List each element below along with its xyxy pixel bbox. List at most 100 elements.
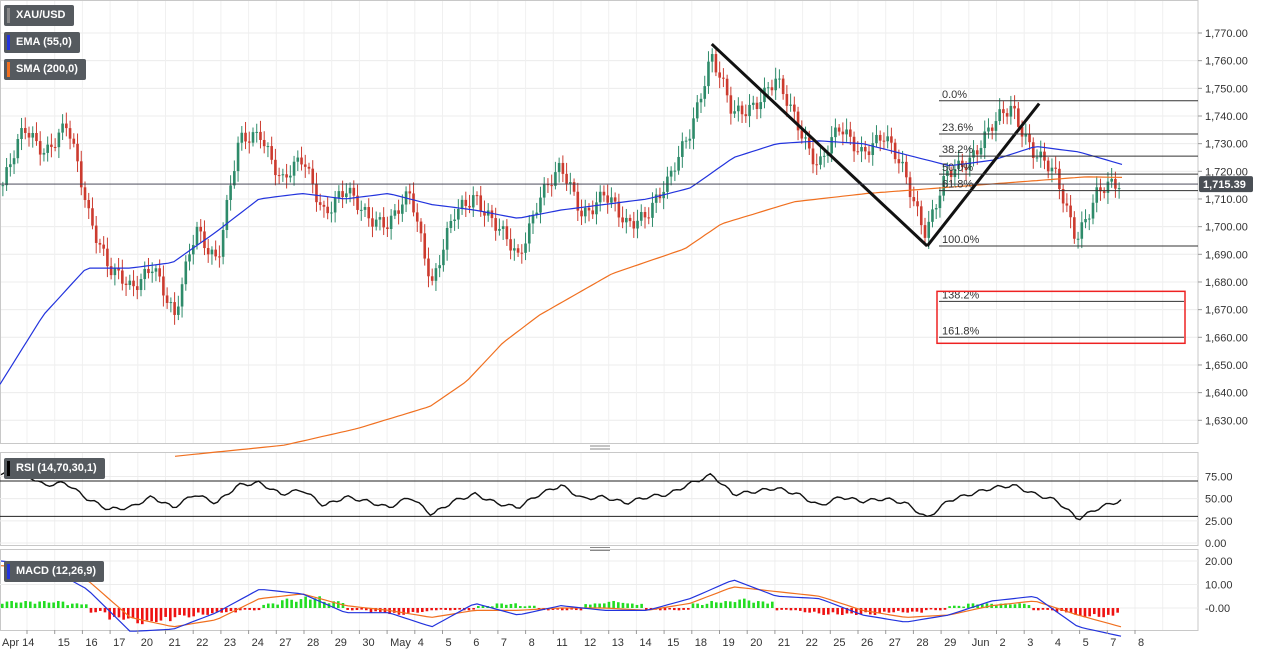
ema-label[interactable]: EMA (55,0) bbox=[4, 32, 80, 53]
macd-histogram-bar bbox=[66, 605, 69, 608]
macd-histogram-bar bbox=[276, 604, 279, 608]
macd-histogram-bar bbox=[995, 605, 998, 608]
fib-label: 23.6% bbox=[942, 122, 973, 134]
candle-body bbox=[845, 129, 848, 135]
macd-histogram-bar bbox=[715, 602, 718, 608]
macd-histogram-bar bbox=[75, 603, 79, 608]
candle-body bbox=[87, 200, 91, 209]
macd-histogram-bar bbox=[612, 600, 615, 608]
macd-histogram-bar bbox=[1004, 603, 1007, 608]
candle-body bbox=[247, 141, 251, 143]
sma-label[interactable]: SMA (200,0) bbox=[4, 59, 86, 80]
macd-histogram-bar bbox=[575, 608, 578, 611]
macd-histogram-bar bbox=[589, 604, 592, 608]
candle-body bbox=[121, 270, 124, 284]
rsi-line bbox=[0, 470, 1122, 521]
candle-body bbox=[1039, 151, 1043, 158]
candle-body bbox=[348, 187, 352, 194]
macd-histogram-bar bbox=[1046, 608, 1049, 610]
macd-histogram-bar bbox=[248, 608, 251, 610]
candle-body bbox=[520, 252, 524, 254]
candle-body bbox=[98, 242, 102, 245]
candle-body bbox=[79, 161, 83, 188]
macd-histogram-bar bbox=[948, 606, 951, 608]
candle-body bbox=[636, 220, 639, 229]
macd-histogram-bar bbox=[43, 601, 46, 608]
x-tick-label: Jun bbox=[972, 637, 990, 649]
macd-tick-label: 20.00 bbox=[1205, 556, 1233, 568]
symbol-text: XAU/USD bbox=[16, 9, 66, 21]
x-tick-label: 18 bbox=[695, 637, 707, 649]
rsi-tick-label: 0.00 bbox=[1205, 538, 1226, 550]
macd-histogram-bar bbox=[155, 608, 158, 623]
candle-body bbox=[513, 248, 516, 251]
x-tick-label: 15 bbox=[58, 637, 70, 649]
candle-body bbox=[505, 226, 509, 240]
fib-label: 138.2% bbox=[942, 289, 980, 301]
candle-body bbox=[109, 266, 113, 276]
price-tick-label: 1,770.00 bbox=[1205, 28, 1248, 40]
candle-body bbox=[233, 171, 236, 186]
macd-histogram-bar bbox=[878, 608, 881, 614]
candle-body bbox=[382, 217, 385, 228]
candle-body bbox=[393, 210, 397, 216]
candle-body bbox=[856, 151, 860, 153]
macd-histogram-bar bbox=[355, 608, 359, 611]
candle-body bbox=[905, 161, 908, 178]
candle-body bbox=[673, 170, 677, 172]
macd-histogram-bar bbox=[164, 608, 167, 617]
x-tick-label: 24 bbox=[252, 637, 264, 649]
candle-body bbox=[755, 102, 759, 110]
macd-histogram-bar bbox=[243, 608, 247, 610]
candle-body bbox=[20, 128, 23, 140]
candle-body bbox=[225, 199, 229, 231]
x-tick-label: 12 bbox=[584, 637, 596, 649]
macd-histogram-bar bbox=[645, 608, 648, 611]
price-tick-label: 1,670.00 bbox=[1205, 305, 1248, 317]
x-tick-label: 8 bbox=[1138, 637, 1144, 649]
candle-body bbox=[919, 206, 923, 226]
macd-histogram-bar bbox=[1111, 608, 1115, 616]
candle-body bbox=[83, 187, 87, 201]
candle-body bbox=[91, 208, 94, 226]
candle-body bbox=[415, 212, 419, 222]
candle-body bbox=[878, 134, 882, 141]
macd-histogram-bar bbox=[701, 605, 704, 608]
candle-body bbox=[386, 227, 389, 230]
candle-body bbox=[162, 276, 165, 296]
candle-body bbox=[714, 54, 718, 73]
candle-body bbox=[688, 138, 692, 141]
macd-histogram-bar bbox=[519, 606, 522, 608]
candle-body bbox=[333, 197, 337, 213]
macd-histogram-bar bbox=[855, 608, 858, 615]
macd-tick-label: -0.00 bbox=[1205, 603, 1230, 615]
macd-histogram-bar bbox=[836, 608, 839, 615]
rsi-label[interactable]: RSI (14,70,30,1) bbox=[4, 458, 105, 479]
price-badge: 1,715.39 bbox=[1203, 179, 1246, 191]
x-tick-label: 2 bbox=[1000, 637, 1006, 649]
symbol-label[interactable]: XAU/USD bbox=[4, 5, 74, 26]
x-tick-label: 23 bbox=[224, 637, 236, 649]
candle-body bbox=[654, 194, 658, 203]
macd-histogram-bar bbox=[229, 608, 233, 612]
candle-body bbox=[587, 207, 591, 211]
macd-histogram-bar bbox=[915, 608, 919, 612]
candle-body bbox=[979, 148, 983, 155]
x-tick-label: 22 bbox=[196, 637, 208, 649]
macd-histogram-bar bbox=[33, 603, 37, 608]
candle-body bbox=[550, 185, 553, 187]
candle-body bbox=[296, 157, 300, 162]
macd-histogram-bar bbox=[1079, 608, 1082, 616]
fib-label: 38.2% bbox=[942, 144, 973, 156]
candle-body bbox=[42, 152, 46, 155]
x-tick-label: 8 bbox=[529, 637, 535, 649]
macd-histogram-bar bbox=[281, 600, 284, 608]
candle-body bbox=[464, 199, 468, 206]
macd-histogram-bar bbox=[710, 600, 713, 608]
candle-body bbox=[908, 177, 912, 198]
macd-histogram-bar bbox=[103, 608, 107, 613]
macd-histogram-bar bbox=[817, 608, 821, 614]
macd-label[interactable]: MACD (12,26,9) bbox=[4, 561, 105, 582]
rsi-tick-label: 25.00 bbox=[1205, 516, 1233, 528]
